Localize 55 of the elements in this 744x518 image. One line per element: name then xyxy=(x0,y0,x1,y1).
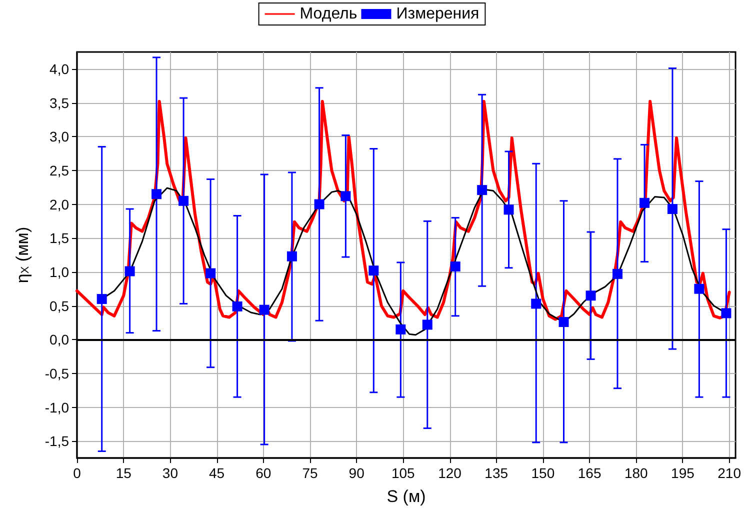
y-tick-label: 0,0 xyxy=(50,332,70,348)
x-tick-label: 195 xyxy=(671,465,695,481)
point xyxy=(531,298,542,309)
x-tick-label: 180 xyxy=(624,465,648,481)
x-tick-label: 105 xyxy=(391,465,416,481)
point xyxy=(477,185,488,196)
x-tick-label: 210 xyxy=(718,465,742,481)
x-tick-label: 60 xyxy=(256,465,272,481)
point xyxy=(640,198,650,208)
point xyxy=(232,301,242,312)
x-axis-title: S (м) xyxy=(386,487,426,506)
x-tick-label: 45 xyxy=(208,465,225,481)
point xyxy=(124,266,135,276)
y-tick-label: 2,5 xyxy=(50,162,70,178)
point xyxy=(558,316,569,327)
point xyxy=(504,204,514,215)
y-tick-label: -1,5 xyxy=(44,433,70,450)
x-tick-label: 150 xyxy=(531,465,555,481)
x-tick-label: 75 xyxy=(302,465,318,481)
y-tick-label: -0,5 xyxy=(44,365,70,382)
point xyxy=(396,324,406,334)
y-tick-label: 1,0 xyxy=(50,264,70,280)
point xyxy=(286,251,297,262)
x-tick-label: 0 xyxy=(73,465,82,481)
point xyxy=(612,268,622,279)
y-tick-label: -1,0 xyxy=(44,399,70,416)
point xyxy=(721,308,732,318)
x-tick-label: 165 xyxy=(578,465,602,481)
x-tick-label: 135 xyxy=(484,465,508,481)
y-tick-label: 4,0 xyxy=(50,60,70,77)
point xyxy=(152,189,162,200)
point xyxy=(667,204,678,214)
point xyxy=(178,196,189,206)
x-tick-label: 15 xyxy=(116,465,132,481)
point xyxy=(314,199,324,210)
point xyxy=(586,290,596,301)
point xyxy=(450,262,460,272)
x-tick-label: 120 xyxy=(438,465,462,481)
y-tick-label: 3,5 xyxy=(50,94,70,111)
point xyxy=(368,266,379,276)
x-tick-label: 90 xyxy=(348,465,365,481)
x-tick-label: 30 xyxy=(162,465,178,481)
point xyxy=(259,304,270,315)
point xyxy=(206,268,216,278)
y-tick-label: 3,0 xyxy=(50,128,70,145)
y-axis-title: ηX (мм) xyxy=(13,226,32,284)
y-tick-label: 0,5 xyxy=(50,298,70,314)
point xyxy=(422,320,432,330)
legend-label: Модель xyxy=(300,6,358,22)
y-tick-label: 1,5 xyxy=(50,230,70,246)
point xyxy=(340,191,351,202)
legend-label: Измерения xyxy=(396,6,480,22)
point xyxy=(694,284,704,294)
y-tick-label: 2,0 xyxy=(50,196,70,212)
point xyxy=(96,294,107,304)
